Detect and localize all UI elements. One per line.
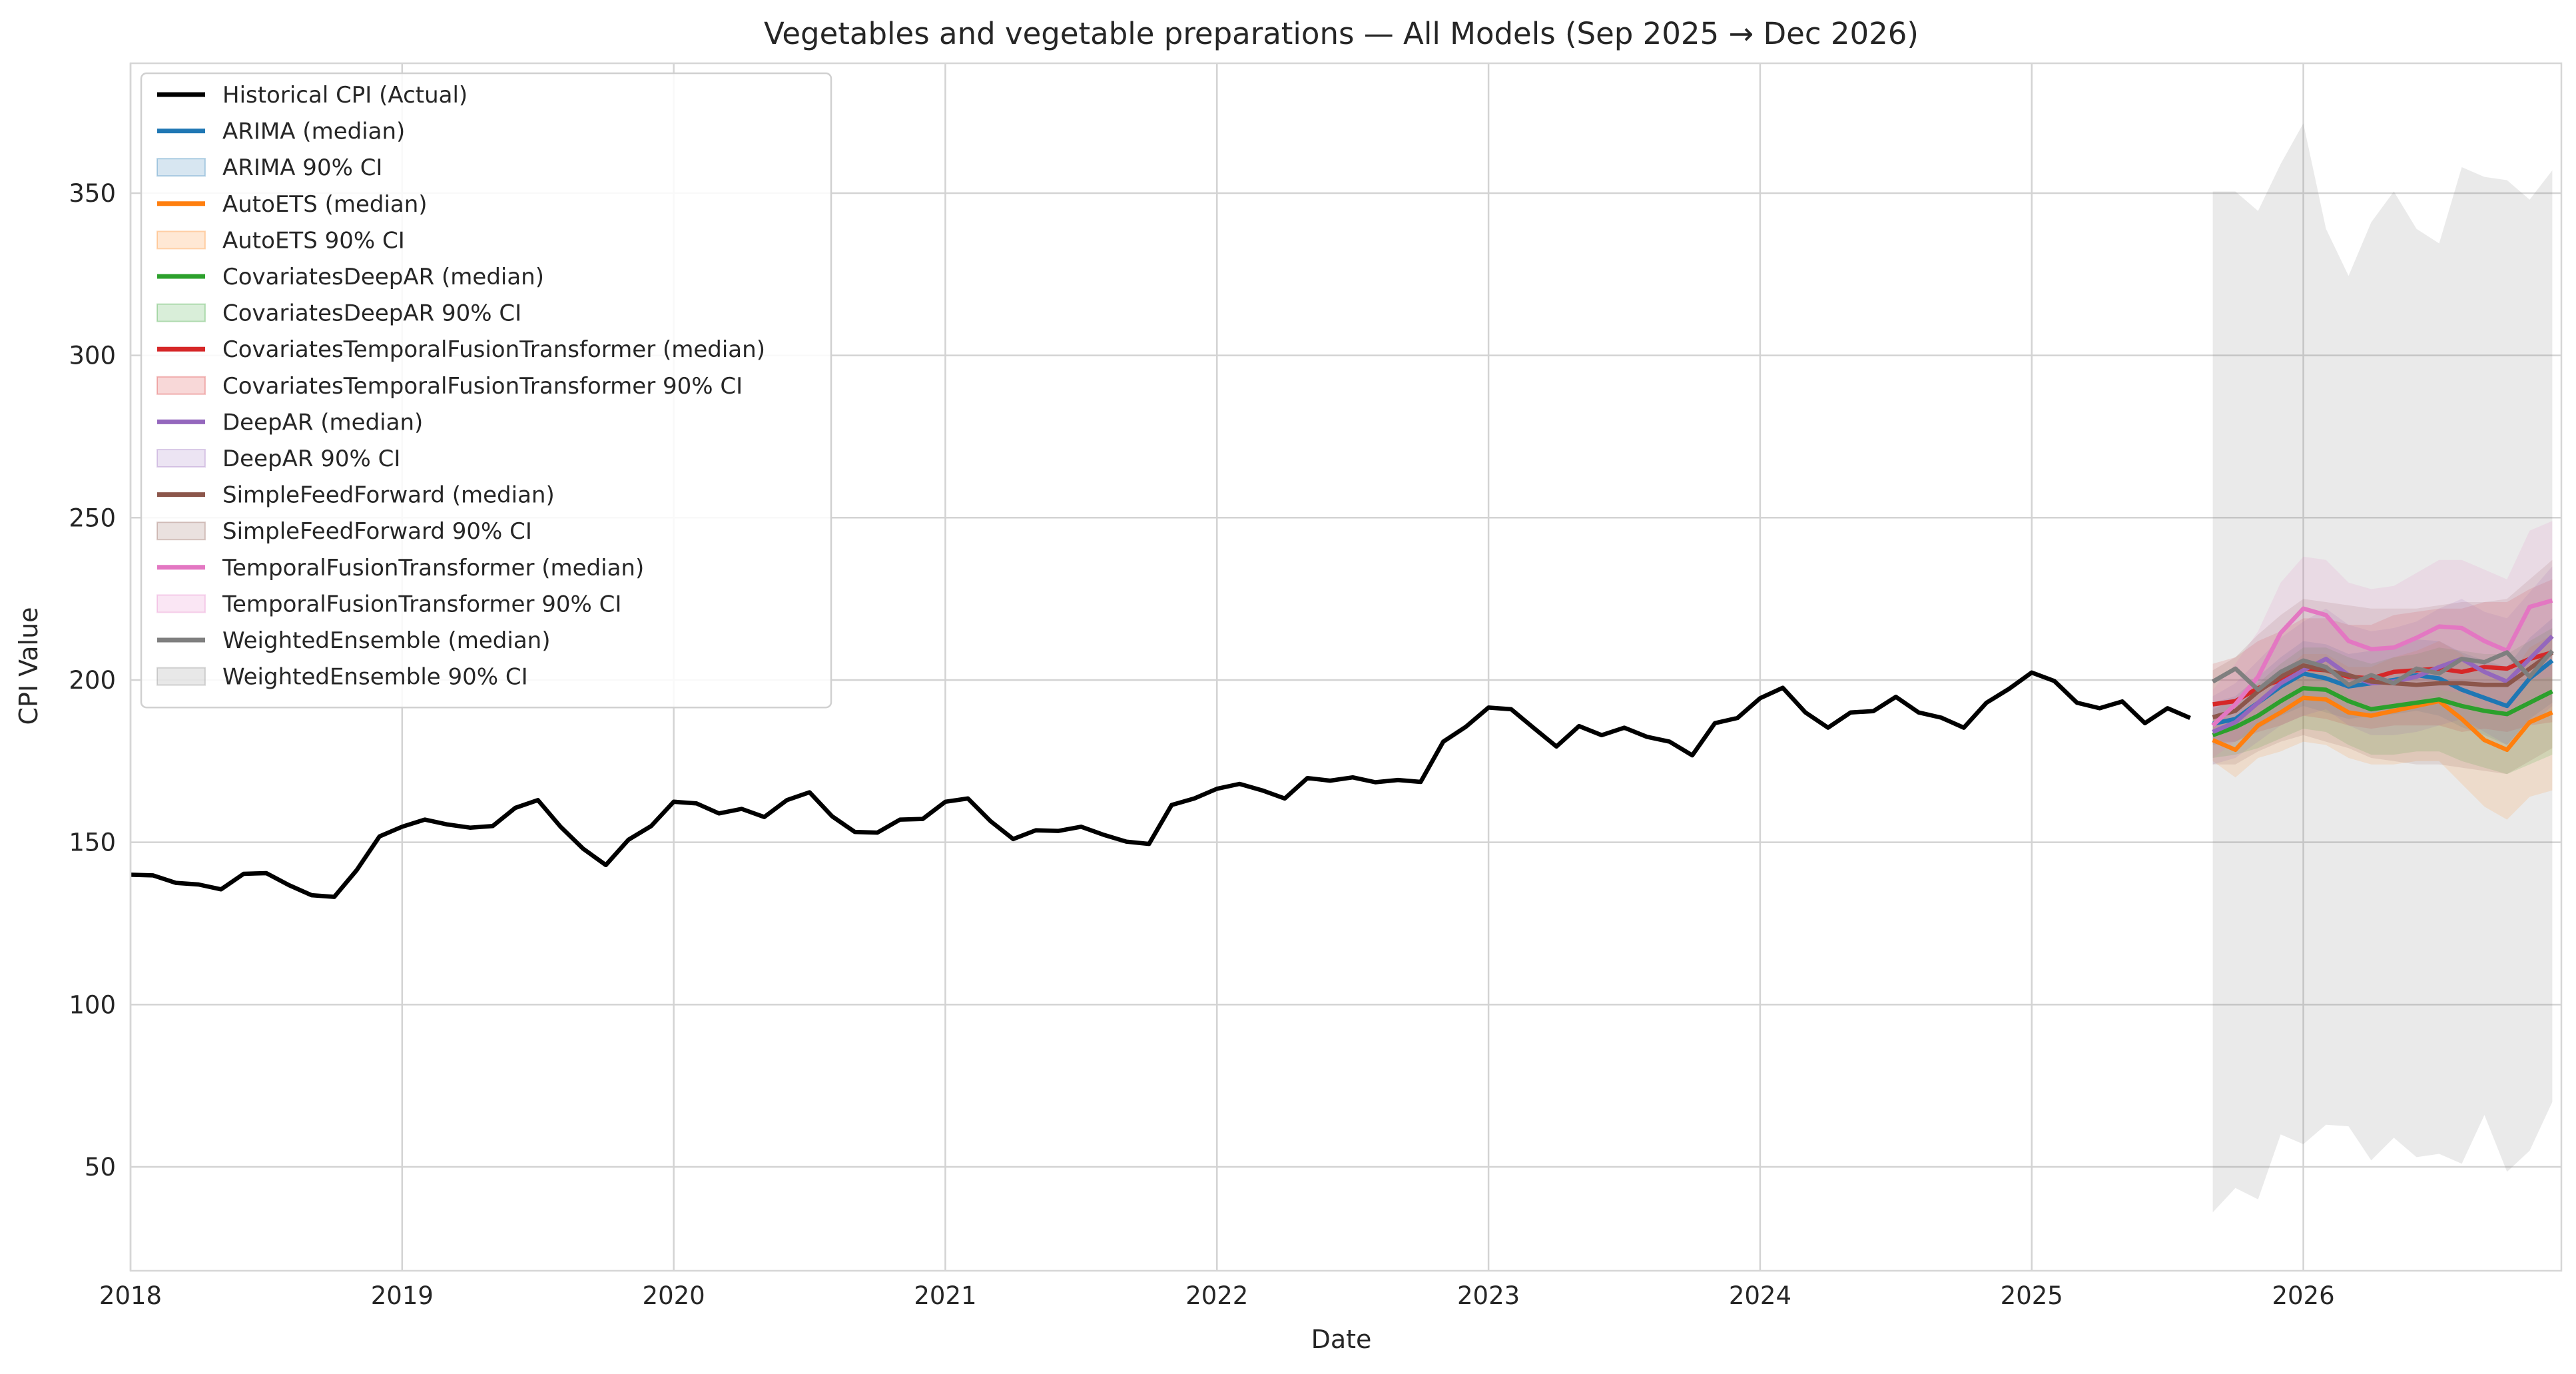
historical-line bbox=[130, 670, 2191, 899]
x-tick-label: 2022 bbox=[1185, 1281, 1248, 1310]
legend-swatch-patch bbox=[157, 303, 206, 322]
legend-entry-label: SimpleFeedForward 90% CI bbox=[222, 518, 532, 545]
x-tick-label: 2019 bbox=[371, 1281, 434, 1310]
x-tick-label: 2021 bbox=[914, 1281, 976, 1310]
legend-entry-label: AutoETS 90% CI bbox=[222, 227, 405, 254]
y-tick-label: 250 bbox=[69, 504, 116, 532]
series-lines bbox=[130, 598, 2554, 899]
legend-entry-label: ARIMA (median) bbox=[222, 119, 405, 145]
legend-entry-label: CovariatesDeepAR 90% CI bbox=[222, 300, 521, 327]
x-tick-label: 2018 bbox=[99, 1281, 162, 1310]
y-tick-label: 150 bbox=[69, 829, 116, 857]
legend-entry-label: Historical CPI (Actual) bbox=[222, 82, 468, 109]
y-tick-label: 350 bbox=[69, 179, 116, 208]
legend-swatch-patch bbox=[157, 449, 206, 468]
chart-title: Vegetables and vegetable preparations — … bbox=[764, 16, 1919, 51]
legend-entry-label: WeightedEnsemble 90% CI bbox=[222, 664, 528, 691]
y-axis-ticks: 50 100 150 200 250 300 350 bbox=[69, 179, 116, 1182]
legend-entry-label: DeepAR 90% CI bbox=[222, 446, 400, 472]
x-axis-ticks: 2018 2019 2020 2021 2022 2023 2024 2025 2026 bbox=[99, 1281, 2335, 1310]
legend-swatch-patch bbox=[157, 158, 206, 177]
y-tick-label: 50 bbox=[85, 1153, 116, 1182]
median-line-AutoETS bbox=[2212, 695, 2553, 753]
legend-entry-label: CovariatesDeepAR (median) bbox=[222, 264, 544, 290]
legend-entry-label: ARIMA 90% CI bbox=[222, 155, 382, 181]
legend-entry-label: WeightedEnsemble (median) bbox=[222, 627, 550, 654]
median-line-TemporalFusionTransformer bbox=[2211, 598, 2553, 727]
legend-swatch-patch bbox=[157, 376, 206, 395]
legend-entry-label: TemporalFusionTransformer 90% CI bbox=[222, 591, 621, 617]
legend-swatch-patch bbox=[157, 521, 206, 541]
median-line-CovariatesDeepAR bbox=[2212, 685, 2553, 737]
x-tick-label: 2023 bbox=[1457, 1281, 1520, 1310]
plot-frame bbox=[129, 62, 2563, 1272]
legend-entry-label: CovariatesTemporalFusionTransformer 90% … bbox=[222, 373, 743, 400]
x-axis-label: Date bbox=[1311, 1325, 1372, 1354]
legend-swatch-patch bbox=[157, 667, 206, 686]
x-tick-label: 2020 bbox=[643, 1281, 705, 1310]
legend: Historical CPI (Actual) ARIMA (median) ARI… bbox=[140, 72, 832, 709]
legend-entry-label: TemporalFusionTransformer (median) bbox=[222, 555, 644, 581]
x-tick-label: 2026 bbox=[2272, 1281, 2334, 1310]
ci-band-WeightedEnsemble bbox=[2212, 123, 2553, 1213]
median-line-SimpleFeedForward bbox=[2212, 650, 2554, 720]
legend-swatch-patch bbox=[157, 230, 206, 250]
legend-entry-label: DeepAR (median) bbox=[222, 409, 423, 436]
legend-entry-label: SimpleFeedForward (median) bbox=[222, 482, 555, 509]
y-tick-label: 300 bbox=[69, 342, 116, 370]
y-tick-label: 200 bbox=[69, 666, 116, 695]
median-line-WeightedEnsemble bbox=[2211, 649, 2554, 692]
y-tick-label: 100 bbox=[69, 990, 116, 1019]
ci-band-DeepAR bbox=[2212, 566, 2553, 765]
x-tick-label: 2025 bbox=[2001, 1281, 2063, 1310]
y-axis-label: CPI Value bbox=[14, 607, 43, 725]
legend-entry-label: AutoETS (median) bbox=[222, 191, 428, 218]
legend-entry-label: CovariatesTemporalFusionTransformer (med… bbox=[222, 336, 765, 363]
x-tick-label: 2024 bbox=[1729, 1281, 1791, 1310]
ci-band-AutoETS bbox=[2212, 634, 2553, 820]
legend-swatch-patch bbox=[157, 594, 206, 613]
ci-band-TemporalFusionTransformer bbox=[2212, 521, 2553, 758]
legend-box bbox=[140, 72, 832, 709]
